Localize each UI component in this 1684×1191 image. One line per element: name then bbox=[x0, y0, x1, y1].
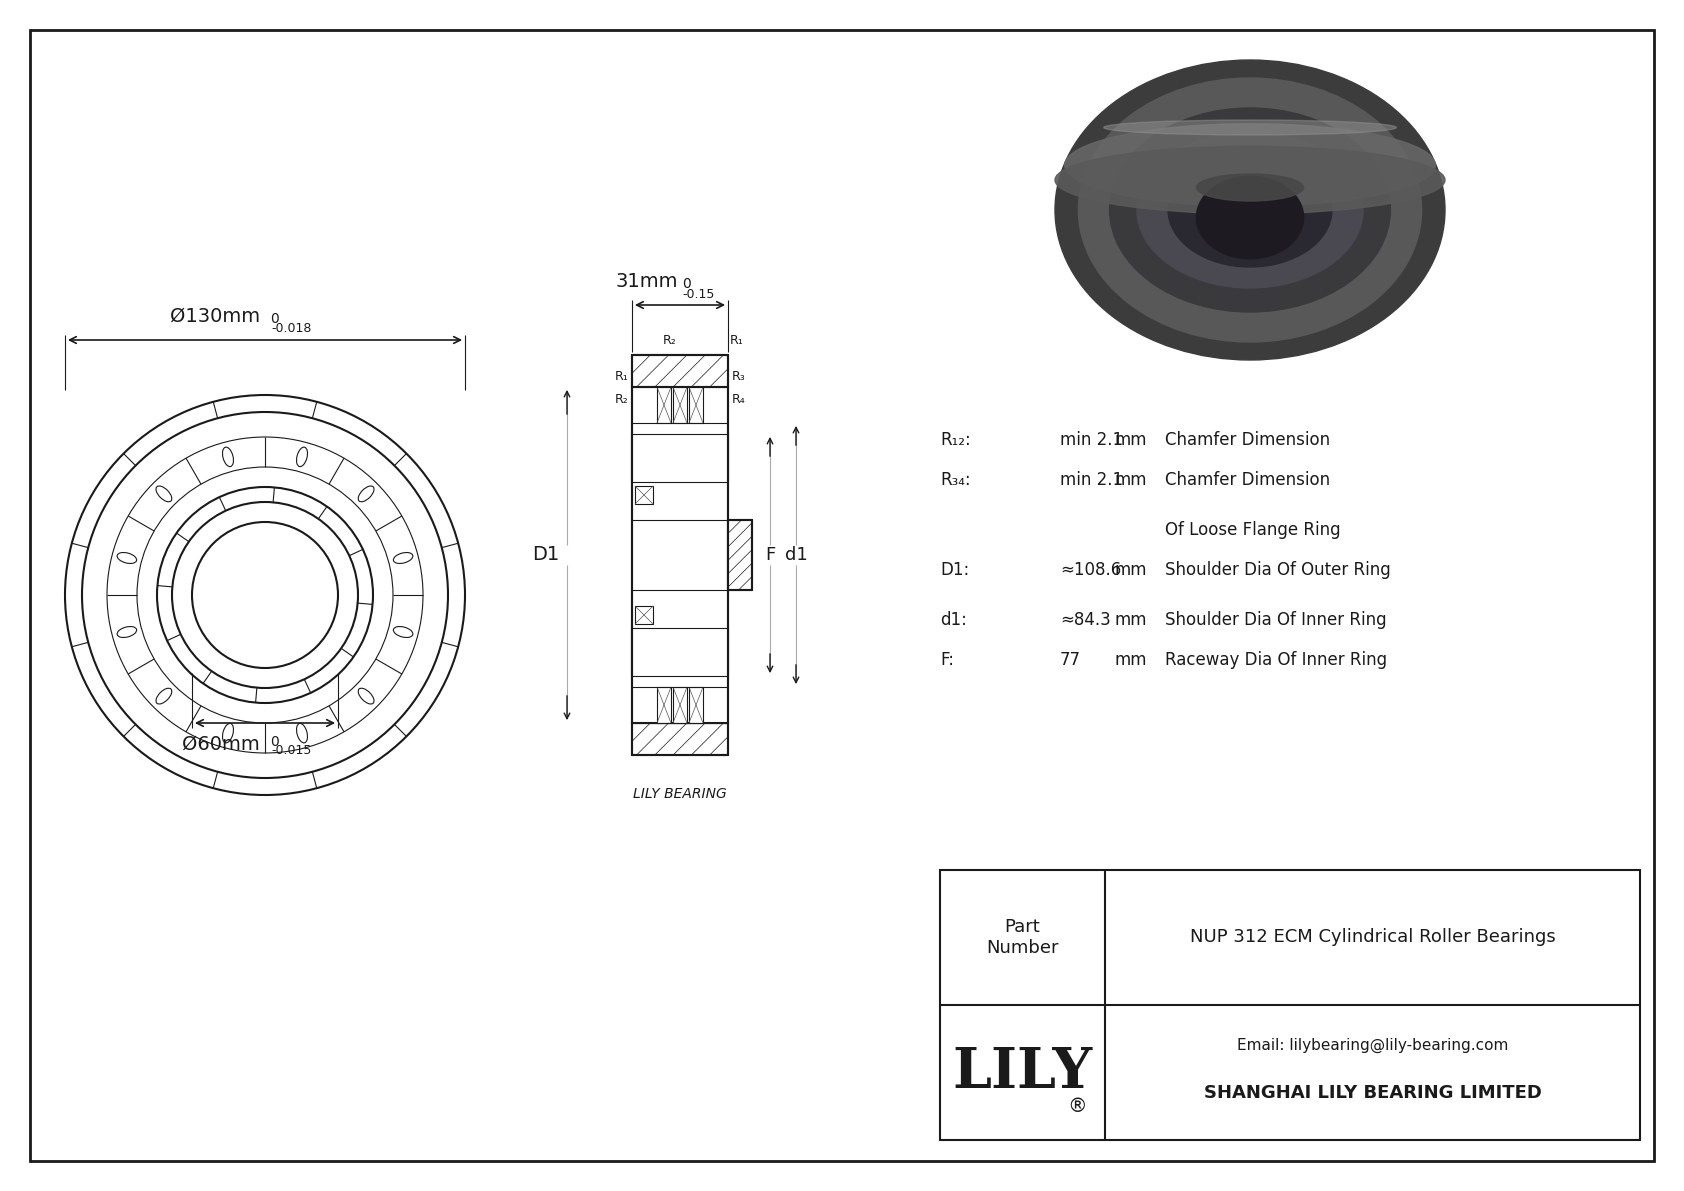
Text: LILY BEARING: LILY BEARING bbox=[633, 787, 727, 802]
Ellipse shape bbox=[1103, 120, 1396, 135]
Bar bbox=[689, 387, 702, 423]
Text: R₁: R₁ bbox=[615, 370, 628, 384]
Text: Raceway Dia Of Inner Ring: Raceway Dia Of Inner Ring bbox=[1165, 651, 1388, 669]
Ellipse shape bbox=[1054, 60, 1445, 360]
Text: mm: mm bbox=[1115, 651, 1147, 669]
Text: Ø130mm: Ø130mm bbox=[170, 307, 259, 326]
Bar bbox=[657, 687, 670, 723]
Bar bbox=[635, 606, 653, 624]
Text: 0: 0 bbox=[682, 278, 690, 291]
Bar bbox=[657, 387, 670, 423]
Text: mm: mm bbox=[1115, 611, 1147, 629]
Text: R₂: R₂ bbox=[615, 393, 628, 406]
Text: Part
Number: Part Number bbox=[987, 918, 1059, 956]
Text: Chamfer Dimension: Chamfer Dimension bbox=[1165, 470, 1330, 490]
Bar bbox=[635, 486, 653, 504]
Bar bbox=[632, 355, 727, 387]
Text: D1: D1 bbox=[532, 545, 559, 565]
Text: ≈108.6: ≈108.6 bbox=[1059, 561, 1122, 579]
Text: -0.018: -0.018 bbox=[271, 322, 312, 335]
Text: 0: 0 bbox=[269, 735, 280, 749]
Text: ≈84.3: ≈84.3 bbox=[1059, 611, 1111, 629]
Text: NUP 312 ECM Cylindrical Roller Bearings: NUP 312 ECM Cylindrical Roller Bearings bbox=[1189, 929, 1556, 947]
Text: ®: ® bbox=[1068, 1097, 1088, 1116]
Text: R₄: R₄ bbox=[733, 393, 746, 406]
Text: Shoulder Dia Of Inner Ring: Shoulder Dia Of Inner Ring bbox=[1165, 611, 1386, 629]
Text: d1:: d1: bbox=[940, 611, 967, 629]
Text: d1: d1 bbox=[785, 545, 807, 565]
Text: R₁: R₁ bbox=[729, 333, 744, 347]
Ellipse shape bbox=[1078, 77, 1421, 342]
Ellipse shape bbox=[1110, 108, 1391, 312]
Text: R₂: R₂ bbox=[662, 333, 675, 347]
Text: Of Loose Flange Ring: Of Loose Flange Ring bbox=[1165, 520, 1340, 540]
Bar bbox=[940, 869, 1640, 1140]
Text: Ø60mm: Ø60mm bbox=[182, 735, 259, 754]
Ellipse shape bbox=[1196, 176, 1303, 258]
Text: Email: lilybearing@lily-bearing.com: Email: lilybearing@lily-bearing.com bbox=[1236, 1037, 1509, 1053]
Text: F:: F: bbox=[940, 651, 955, 669]
Text: Shoulder Dia Of Outer Ring: Shoulder Dia Of Outer Ring bbox=[1165, 561, 1391, 579]
Bar bbox=[727, 520, 753, 590]
Bar bbox=[689, 687, 702, 723]
Text: LILY: LILY bbox=[953, 1045, 1093, 1100]
Ellipse shape bbox=[1064, 124, 1435, 206]
Text: min 2.1: min 2.1 bbox=[1059, 470, 1123, 490]
Text: -0.15: -0.15 bbox=[682, 288, 714, 301]
Text: mm: mm bbox=[1115, 470, 1147, 490]
Bar bbox=[632, 628, 727, 676]
Text: min 2.1: min 2.1 bbox=[1059, 431, 1123, 449]
Ellipse shape bbox=[1054, 146, 1445, 213]
Bar bbox=[632, 434, 727, 482]
Text: -0.015: -0.015 bbox=[271, 744, 312, 757]
Text: 77: 77 bbox=[1059, 651, 1081, 669]
Ellipse shape bbox=[1137, 132, 1362, 288]
Text: R₃: R₃ bbox=[733, 370, 746, 384]
Bar bbox=[632, 723, 727, 755]
Text: F: F bbox=[765, 545, 775, 565]
Bar bbox=[674, 687, 687, 723]
Text: D1:: D1: bbox=[940, 561, 970, 579]
Text: SHANGHAI LILY BEARING LIMITED: SHANGHAI LILY BEARING LIMITED bbox=[1204, 1084, 1541, 1102]
Text: mm: mm bbox=[1115, 431, 1147, 449]
Text: R₃₄:: R₃₄: bbox=[940, 470, 970, 490]
Ellipse shape bbox=[1196, 174, 1303, 201]
Text: mm: mm bbox=[1115, 561, 1147, 579]
Bar bbox=[632, 387, 727, 723]
Ellipse shape bbox=[1169, 152, 1332, 267]
Text: R₁₂:: R₁₂: bbox=[940, 431, 970, 449]
Text: 31mm: 31mm bbox=[615, 272, 679, 291]
Text: Chamfer Dimension: Chamfer Dimension bbox=[1165, 431, 1330, 449]
Text: 0: 0 bbox=[269, 312, 280, 326]
Bar bbox=[674, 387, 687, 423]
